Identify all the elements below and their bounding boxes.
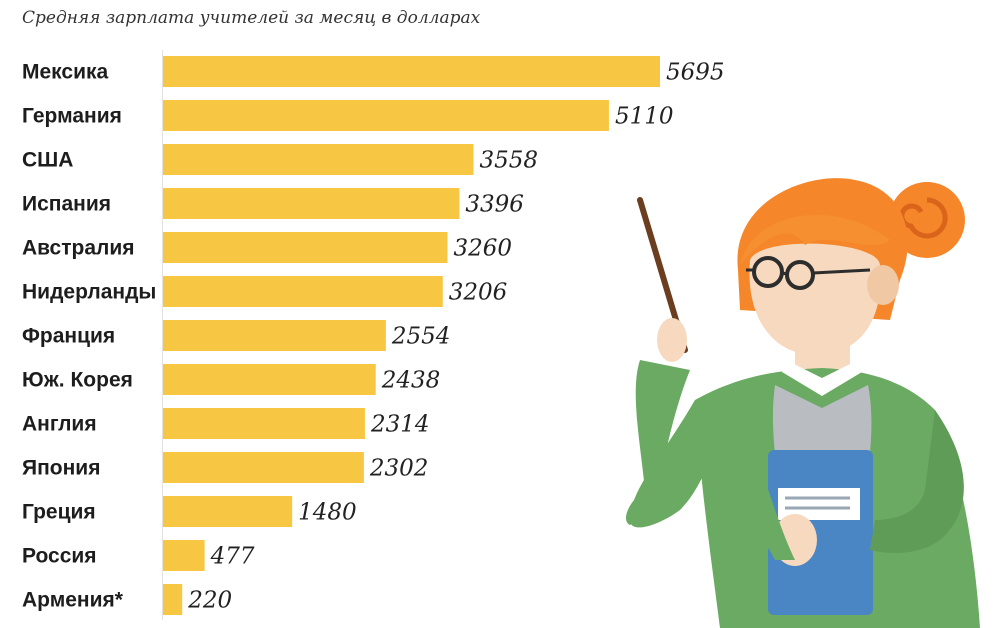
value-label: 2438 [381,368,441,394]
category-label: Греция [22,501,96,524]
bar [163,100,609,131]
bar [163,56,660,87]
value-label: 2302 [369,456,429,482]
category-label: Германия [22,105,122,128]
value-label: 477 [210,544,255,570]
category-label: Мексика [22,61,109,84]
value-label: 220 [187,588,232,614]
value-label: 1480 [298,500,357,526]
category-label: Япония [22,457,100,480]
value-label: 3396 [465,192,524,218]
bar [163,540,205,571]
value-label: 2314 [370,412,430,438]
value-label: 2554 [391,324,451,350]
category-label: Армения* [22,589,124,612]
teacher-with-pointer-icon [625,178,980,628]
value-label: 5695 [666,60,725,86]
category-label: Испания [22,193,111,216]
bar [163,584,183,615]
bar [163,188,460,219]
bar [163,232,448,263]
bar [163,452,364,483]
value-label: 3558 [480,148,539,174]
value-label: 5110 [615,104,674,130]
category-label: Австралия [22,237,135,260]
category-label: Англия [22,413,97,436]
bar [163,320,386,351]
chart-title: Средняя зарплата учителей за месяц в дол… [22,8,481,28]
bar [163,276,443,307]
category-label: США [22,149,73,172]
category-label: Франция [22,325,115,348]
category-label: Юж. Корея [22,369,133,392]
bar [163,408,365,439]
bar [163,496,293,527]
value-label: 3260 [453,236,512,262]
value-label: 3206 [449,280,508,306]
bar [163,364,376,395]
bar [163,144,474,175]
category-label: Россия [22,545,97,568]
category-label: Нидерланды [22,281,156,304]
